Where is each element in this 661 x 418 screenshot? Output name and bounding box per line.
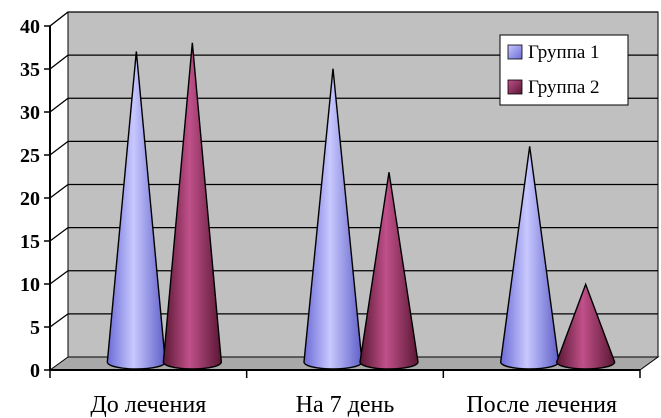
x-category-label: На 7 день: [296, 392, 395, 418]
gridline: [49, 54, 658, 70]
x-axis-ticks: До лечения На 7 день После лечения: [49, 370, 641, 418]
y-tick-label: 30: [20, 102, 40, 124]
gridline: [49, 140, 658, 156]
gridline: [49, 97, 658, 113]
y-tick-label: 0: [30, 360, 40, 382]
gridline: [49, 226, 658, 242]
cones: [106, 42, 616, 370]
y-tick-label: 10: [20, 274, 40, 296]
x-category-label: После лечения: [466, 392, 617, 418]
cone-body: [359, 172, 419, 370]
cone-series-2: [162, 42, 223, 370]
legend-swatch-2: [507, 79, 523, 95]
cone-body: [162, 42, 223, 370]
y-tick-label: 35: [20, 59, 40, 81]
x-category-label: До лечения: [90, 392, 206, 418]
y-tick-label: 40: [20, 16, 40, 38]
cone-series-2: [359, 172, 419, 370]
y-axis-ticks: 0 5 10 15 20 25 30 35 40: [20, 16, 50, 382]
gridlines: [49, 11, 658, 328]
legend: Группа 1 Группа 2: [499, 34, 629, 106]
y-tick-label: 5: [30, 317, 40, 339]
gridline: [49, 183, 658, 199]
legend-label-1: Группа 1: [528, 42, 600, 63]
legend-label-2: Группа 2: [528, 77, 600, 98]
y-tick-label: 20: [20, 188, 40, 210]
y-tick-label: 25: [20, 145, 40, 167]
gridline: [49, 313, 658, 328]
legend-swatch-1: [507, 44, 523, 60]
cone-body: [555, 282, 616, 370]
cone-series-2: [555, 282, 616, 370]
y-tick-label: 15: [20, 231, 40, 253]
gridline: [49, 270, 658, 285]
y-axis-depth-line: [49, 11, 69, 27]
